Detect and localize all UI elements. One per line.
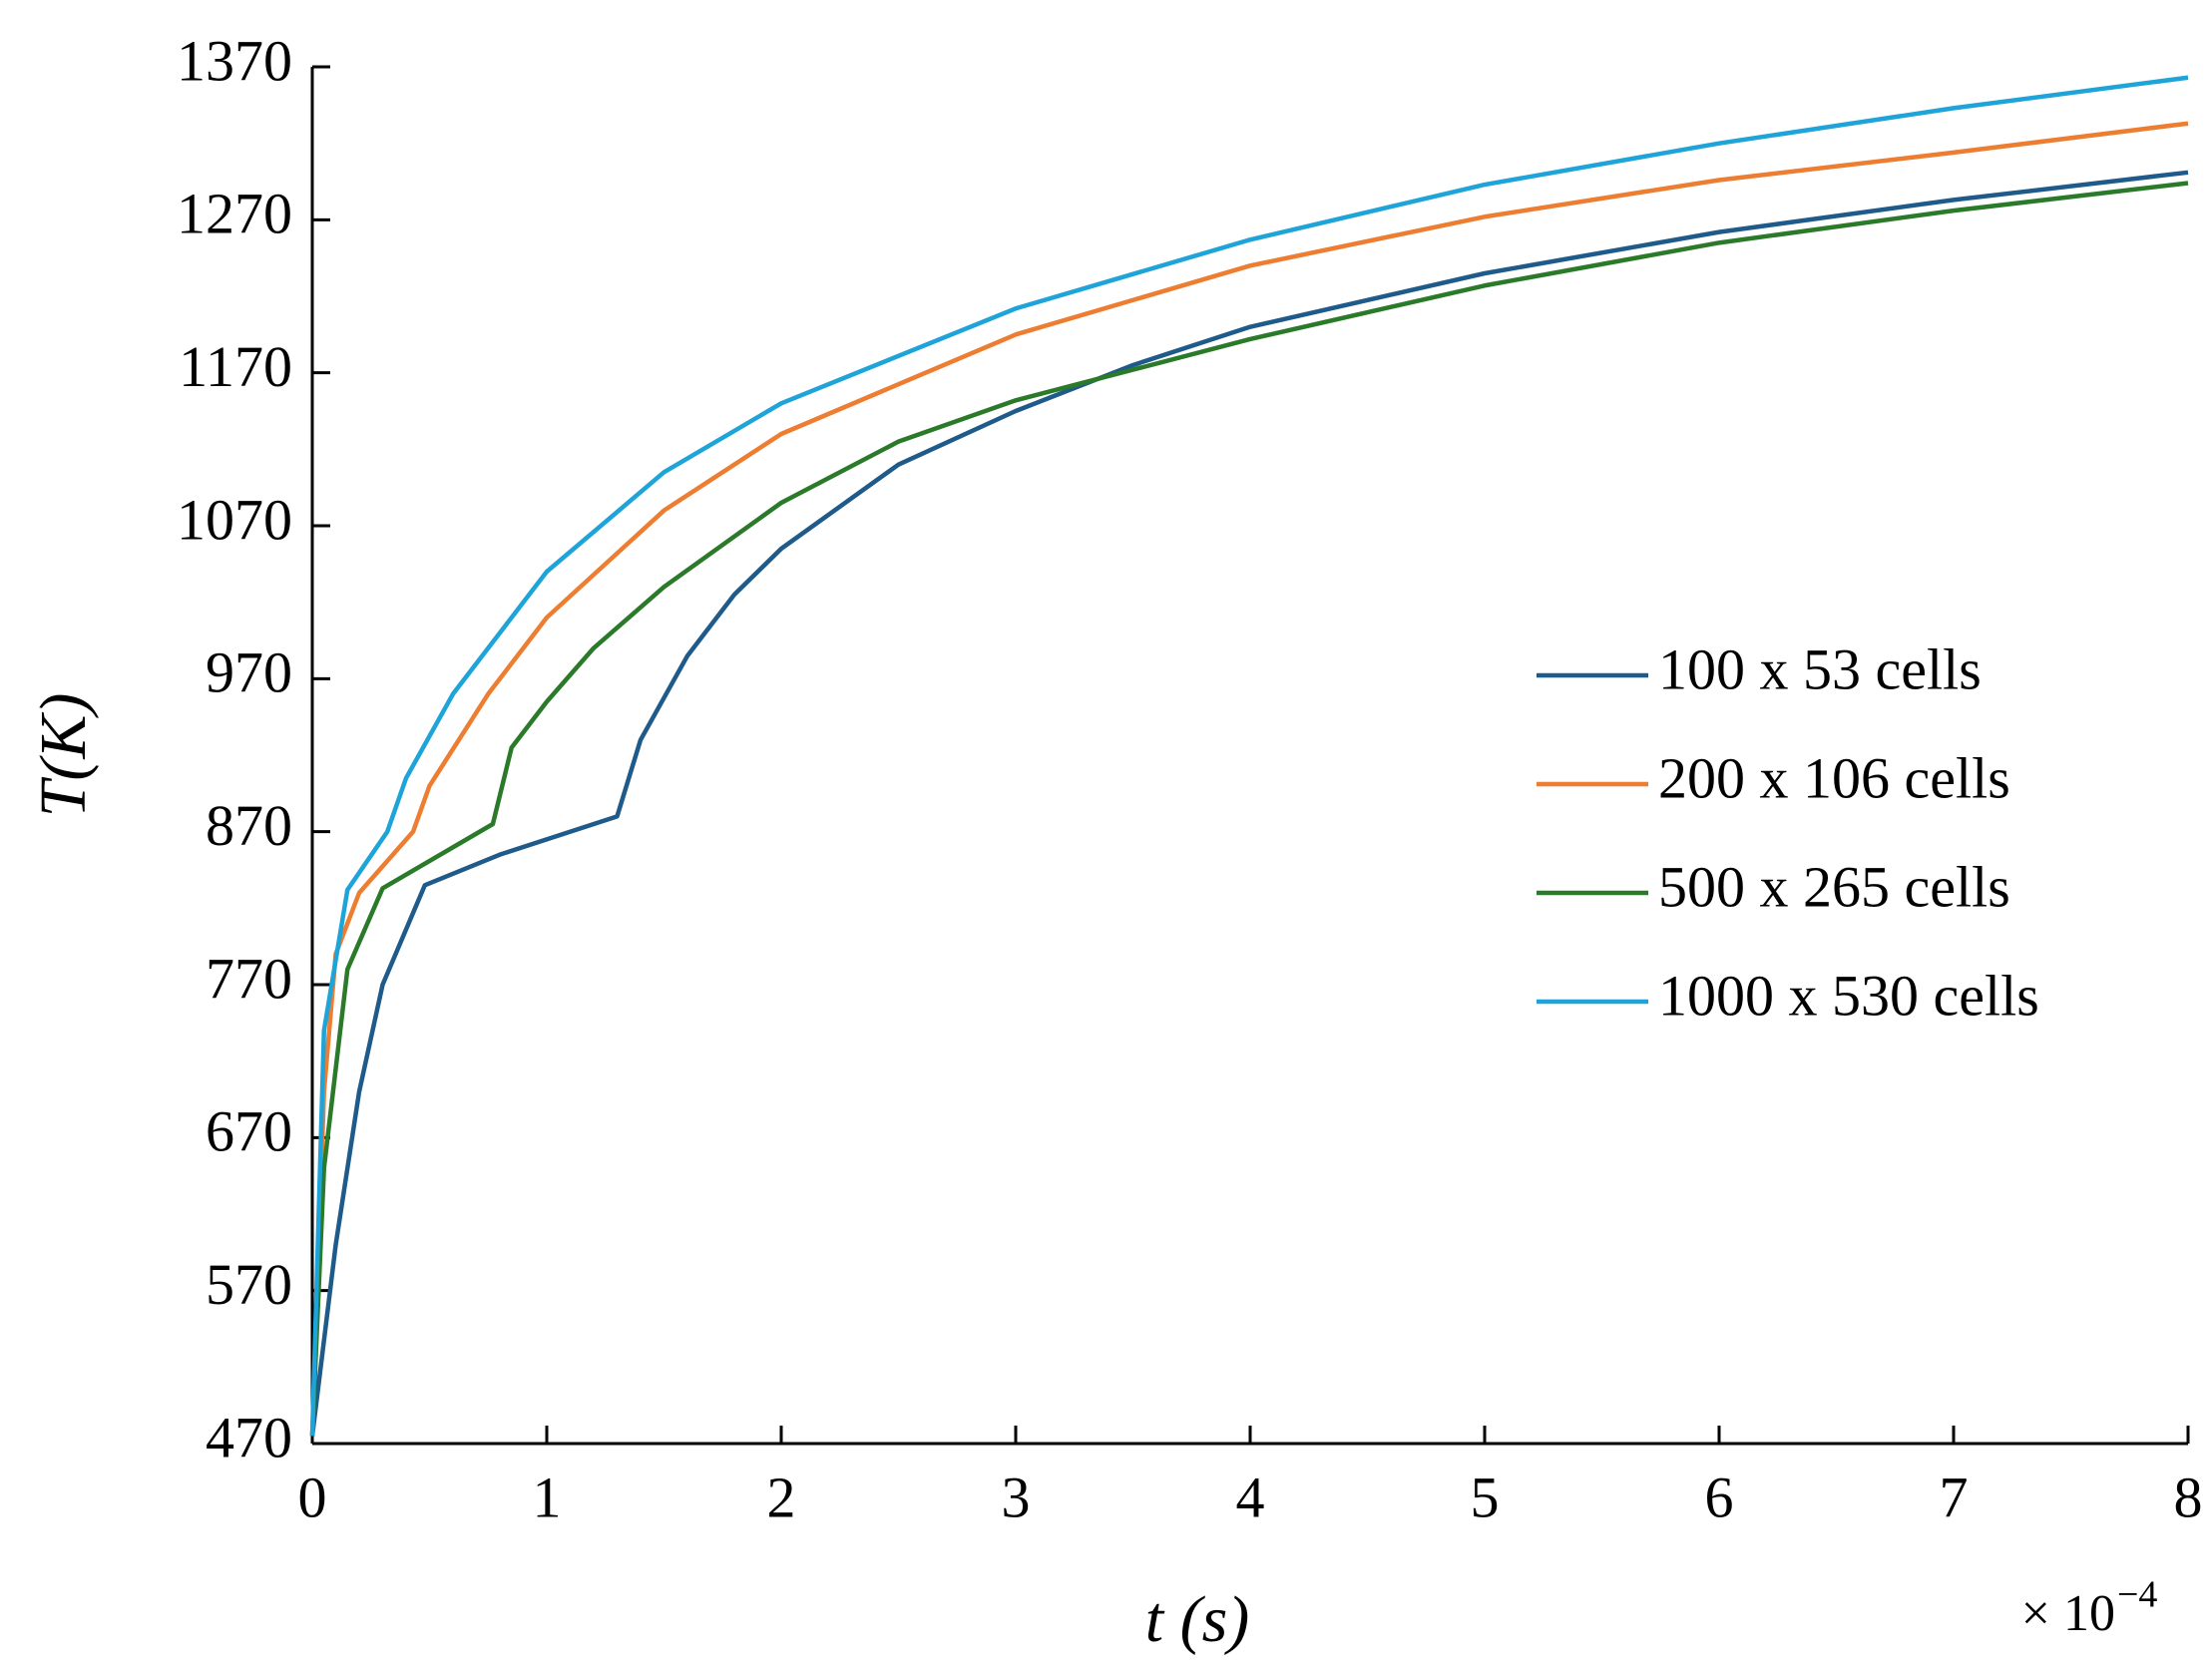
x-tick-label: 3 [1002, 1465, 1031, 1529]
x-tick-label: 1 [533, 1465, 562, 1529]
y-tick-label: 970 [206, 640, 292, 705]
y-tick-label: 1170 [179, 334, 292, 399]
line [309, 181, 2189, 1437]
y-tick-label: 1270 [177, 182, 292, 246]
legend-label: 200 x 106 cells [1658, 745, 2010, 810]
line [309, 170, 2189, 1437]
x-tick-label: 5 [1471, 1465, 1500, 1529]
y-axis-label: T(K) [27, 693, 100, 818]
x-scale-exponent: −4 [2117, 1574, 2157, 1616]
y-tick-label: 470 [206, 1405, 292, 1469]
y-tick-label: 1070 [177, 487, 292, 552]
legend-label: 500 x 265 cells [1658, 854, 2010, 919]
line [309, 75, 2189, 1437]
legend-label: 100 x 53 cells [1658, 636, 1982, 701]
y-tick-label: 670 [206, 1099, 292, 1164]
x-axis-label: t (s) [1145, 1583, 1249, 1656]
y-tick-label: 870 [206, 793, 292, 858]
y-tick-label: 570 [206, 1252, 292, 1317]
x-scale-label: × 10 [2021, 1585, 2115, 1642]
y-tick-label: 770 [206, 946, 292, 1011]
x-tick-label: 8 [2174, 1465, 2203, 1529]
x-tick-label: 7 [1940, 1465, 1969, 1529]
legend-label: 1000 x 530 cells [1658, 963, 2039, 1028]
x-tick-label: 0 [298, 1465, 327, 1529]
line [309, 121, 2189, 1437]
x-tick-label: 6 [1705, 1465, 1734, 1529]
x-tick-label: 2 [767, 1465, 796, 1529]
x-tick-label: 4 [1236, 1465, 1265, 1529]
y-tick-label: 1370 [177, 28, 292, 93]
